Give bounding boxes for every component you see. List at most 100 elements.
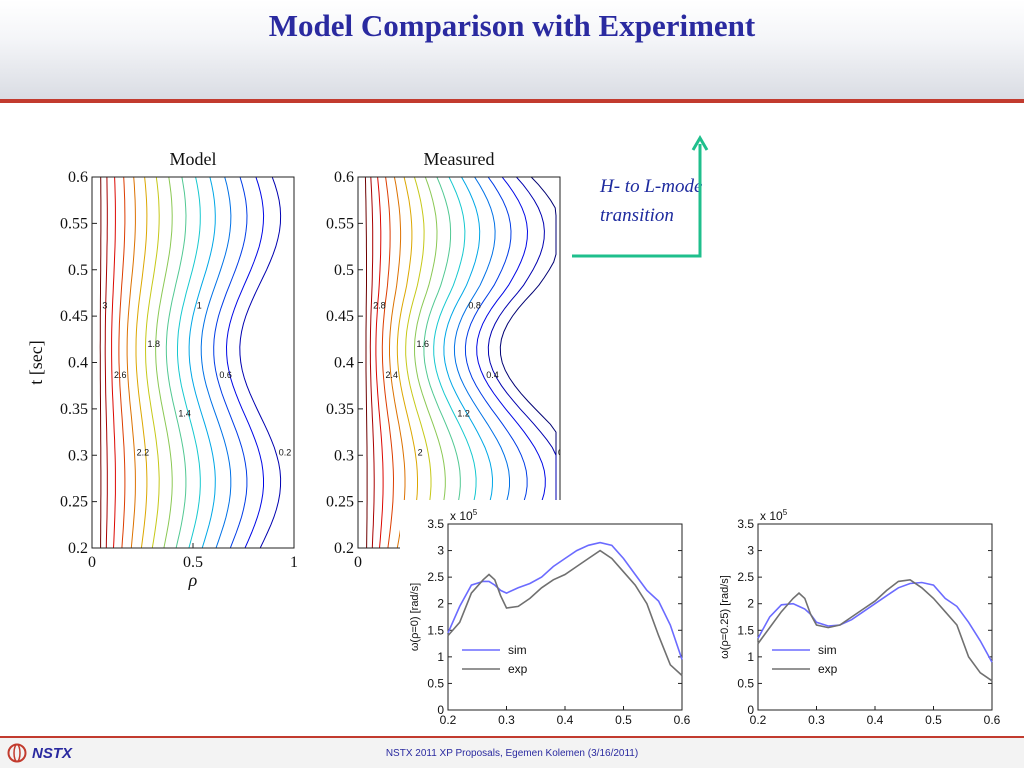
y-tick-label: 2.5 xyxy=(427,570,444,584)
nstx-logo-text: NSTX xyxy=(32,744,73,762)
y-tick-label: 0.5 xyxy=(68,262,88,279)
contour-level-0-4 xyxy=(476,177,546,548)
x-tick-label: 0 xyxy=(88,554,96,571)
contour-level-0-8 xyxy=(453,177,510,548)
transition-arrow xyxy=(572,135,709,258)
x-tick-label: 0.5 xyxy=(183,554,203,571)
y-tick-label: 0.3 xyxy=(334,447,354,464)
contour-level-1-8 xyxy=(144,177,160,548)
y-tick-label: 0 xyxy=(437,703,444,717)
contour-label: 1.2 xyxy=(457,409,470,419)
y-tick-label: 0.2 xyxy=(334,540,354,557)
x-tick-label: 0.6 xyxy=(674,713,691,727)
y-axis-label: t [sec] xyxy=(26,340,46,384)
y-tick-label: 1.5 xyxy=(737,623,754,637)
contour-label: 0.6 xyxy=(219,370,232,380)
legend-label-exp: exp xyxy=(818,662,838,676)
model-title: Model xyxy=(170,149,217,169)
transition-annotation: H- to L-mode transition xyxy=(600,172,770,230)
y-tick-label: 0.6 xyxy=(68,169,88,186)
y-tick-label: 1 xyxy=(437,650,444,664)
model-contour-panel: Model 0.2 0.6 1 1.4 1.8 2.2 2.6 3 0.2 0.25 0.3 0.35 0… xyxy=(26,149,298,590)
contour-level-0-6 xyxy=(464,177,528,548)
exponent-power: 5 xyxy=(473,508,478,517)
nstx-logo: NSTX xyxy=(6,743,72,763)
plot-frame xyxy=(91,176,295,549)
legend-label-sim: sim xyxy=(818,643,837,657)
contour-level-1 xyxy=(188,177,216,548)
axis-exponent: x 105 xyxy=(450,508,478,523)
y-tick-label: 0.25 xyxy=(60,494,88,511)
y-tick-label: 2 xyxy=(747,597,754,611)
y-axis-label: ω(ρ=0) [rad/s] xyxy=(409,583,421,651)
x-tick-label: 0.3 xyxy=(498,713,515,727)
contour-label: 2.8 xyxy=(373,300,386,310)
contour-level-2 xyxy=(396,177,418,548)
y-tick-label: 0.4 xyxy=(68,355,88,372)
contour-level-2-2 xyxy=(126,177,136,548)
contour-level-2-4 xyxy=(118,177,126,548)
contour-label: 0.4 xyxy=(486,370,499,380)
contour-level-1-8 xyxy=(405,177,432,548)
y-tick-label: 3 xyxy=(747,544,754,558)
x-axis-label: ρ xyxy=(188,570,198,590)
y-tick-label: 0.3 xyxy=(68,447,88,464)
contour-level-1-2 xyxy=(177,177,201,548)
legend-label-sim: sim xyxy=(508,643,527,657)
contour-level-1-4 xyxy=(423,177,461,548)
omega-rho025-chart: 0 0.5 1 1.5 2 2.5 3 3.5 0.2 0.3 0.4 0.5 0.6 x 105 ω(ρ=… xyxy=(719,508,1001,727)
plot-frame xyxy=(447,523,683,711)
y-tick-label: 3 xyxy=(437,544,444,558)
y-tick-label: 0.6 xyxy=(334,169,354,186)
y-tick-label: 0.35 xyxy=(326,401,354,418)
exponent-power: 5 xyxy=(783,508,788,517)
y-tick-label: 3.5 xyxy=(737,517,754,531)
arrow-head-icon xyxy=(691,135,709,151)
annotation-line-1: H- to L-mode xyxy=(600,176,703,197)
contour-level-0-4 xyxy=(225,177,265,548)
contour-level-2-6 xyxy=(111,177,116,548)
contour-level-3 xyxy=(364,177,368,548)
y-tick-label: 0.45 xyxy=(326,308,354,325)
footer-divider xyxy=(0,736,1024,738)
nstx-emblem-icon xyxy=(7,743,27,763)
contour-label: 1.6 xyxy=(417,339,430,349)
y-tick-label: 2.5 xyxy=(737,570,754,584)
footer-text: NSTX 2011 XP Proposals, Egemen Kolemen (… xyxy=(385,748,639,759)
contour-label: 1.8 xyxy=(148,339,161,349)
y-axis-label: ω(ρ=0.25) [rad/s] xyxy=(719,575,731,659)
contour-level-2-2 xyxy=(389,177,406,548)
legend-label-exp: exp xyxy=(508,662,528,676)
series-sim-line xyxy=(757,581,993,663)
contour-label: 2 xyxy=(418,447,423,457)
contour-label: 2.6 xyxy=(114,370,127,380)
y-tick-label: 0.45 xyxy=(60,308,88,325)
contour-label: 1.4 xyxy=(178,409,191,419)
title-bar: Model Comparison with Experiment xyxy=(0,0,1024,100)
series-exp-line xyxy=(447,549,683,677)
series-exp-line xyxy=(757,578,993,682)
x-tick-label: 0.2 xyxy=(750,713,767,727)
y-tick-label: 1 xyxy=(747,650,754,664)
contour-label: 2.2 xyxy=(137,447,150,457)
y-tick-label: 0.35 xyxy=(60,401,88,418)
contour-level-2-8 xyxy=(104,177,108,548)
contour-level-0-8 xyxy=(200,177,232,548)
contour-lines: 0 0.4 0.8 1.2 1.6 2 2.4 2.8 xyxy=(364,177,560,548)
y-tick-label: 0.25 xyxy=(326,494,354,511)
contour-label: 1 xyxy=(197,300,202,310)
contour-label: 0.2 xyxy=(279,447,292,457)
plot-frame xyxy=(757,523,993,711)
contour-level-0-2 xyxy=(239,177,282,548)
contour-lines: 0.2 0.6 1 1.4 1.8 2.2 2.6 3 xyxy=(99,177,292,548)
y-tick-label: 1.5 xyxy=(427,623,444,637)
x-tick-label: 0 xyxy=(354,554,362,571)
y-tick-label: 0.2 xyxy=(68,540,88,557)
contour-level-0-6 xyxy=(213,177,248,548)
contour-label: 3 xyxy=(102,300,107,310)
arrow-bracket xyxy=(572,144,702,258)
x-tick-label: 0.5 xyxy=(925,713,942,727)
x-tick-label: 1 xyxy=(290,554,298,571)
axis-exponent: x 105 xyxy=(760,508,788,523)
measured-title: Measured xyxy=(424,149,495,169)
